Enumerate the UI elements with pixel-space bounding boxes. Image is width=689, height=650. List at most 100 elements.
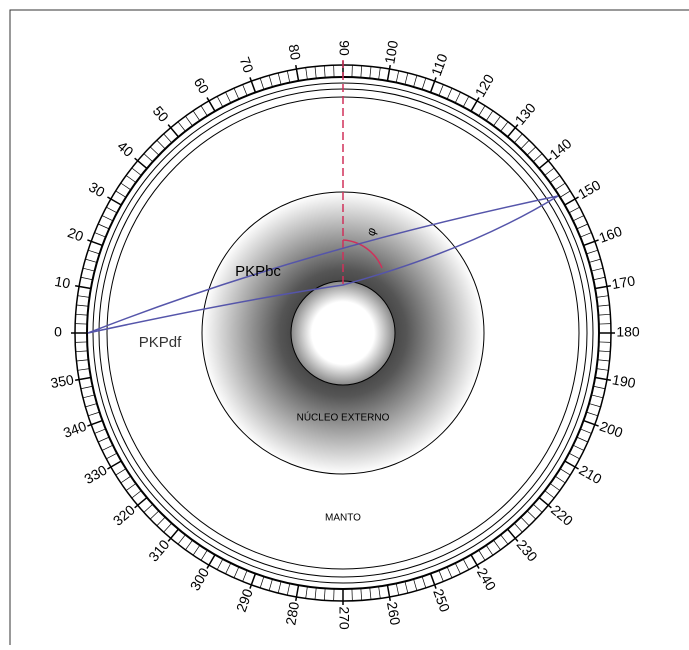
dial-tick [85, 259, 97, 262]
dial-tick [379, 587, 381, 599]
dial-label: 290 [233, 586, 256, 614]
dial-tick [201, 550, 207, 560]
dial-tick [88, 250, 99, 254]
dial-tick [486, 111, 493, 121]
dial-tick [550, 483, 560, 490]
dial-label: 120 [472, 71, 498, 99]
dial-tick [287, 71, 289, 83]
dial-tick [396, 583, 398, 595]
dial-tick [278, 581, 281, 593]
dial-tick [287, 583, 289, 595]
dial-tick [545, 168, 554, 175]
dial-label: 270 [336, 606, 352, 630]
dial-label: 330 [81, 462, 109, 488]
dial-tick [479, 550, 485, 560]
dial-tick [226, 92, 231, 103]
dial-tick [88, 412, 99, 416]
dial-tick [533, 504, 542, 512]
dial-label: 90 [336, 40, 352, 56]
dial-tick [121, 476, 131, 483]
dial-tick [439, 570, 443, 581]
dial-tick [463, 96, 469, 107]
dial-tick [550, 175, 560, 182]
dial-tick [527, 147, 536, 155]
page: {"dial_labels":[0,10,20,30,40,50,60,70,8… [0, 0, 689, 650]
dial-tick [81, 386, 93, 388]
dial-tick [379, 68, 381, 80]
dial-tick [589, 259, 601, 262]
dial-tick [598, 351, 610, 352]
dial-label: 130 [512, 100, 539, 128]
dial-tick [569, 453, 580, 459]
dial-tick [598, 305, 610, 306]
dial-tick [126, 175, 136, 182]
dial-tick [560, 469, 570, 475]
dial-tick [193, 545, 200, 555]
dial-tick [81, 277, 93, 279]
dial-label: 50 [150, 103, 172, 125]
dial-tick [580, 233, 591, 237]
dial-tick [501, 122, 508, 131]
dial-tick [157, 140, 165, 149]
dial-tick [439, 85, 443, 96]
dial-tick [593, 277, 605, 279]
dial-tick [164, 134, 172, 143]
dial-tick [569, 207, 580, 213]
dial-label: 180 [616, 324, 640, 340]
dial-tick [269, 75, 272, 87]
dial-tick [76, 360, 88, 361]
dial-tick [234, 88, 239, 99]
dial-tick [597, 296, 609, 298]
dial-tick [116, 469, 126, 475]
dial-tick [589, 404, 601, 407]
dial-label: 60 [191, 75, 213, 97]
dial-tick [116, 191, 126, 197]
dial-label: 110 [428, 51, 451, 78]
dial-tick [150, 147, 159, 155]
dial-label: 20 [66, 224, 86, 244]
dial-tick [422, 78, 426, 89]
dial-tick [361, 66, 362, 78]
dial-tick [76, 305, 88, 306]
dial-tick [185, 540, 192, 550]
region-label: MANTO [325, 513, 361, 524]
dial-tick [514, 523, 522, 532]
dial-tick [85, 404, 97, 407]
dial-tick [193, 111, 200, 121]
dial-tick [493, 116, 500, 126]
dial-tick [370, 588, 371, 600]
dial-tick [98, 437, 109, 442]
dial-tick [217, 96, 223, 107]
dial-tick [586, 412, 597, 416]
ray-label: PKPdf [139, 334, 182, 351]
dial-tick [83, 268, 95, 271]
dial-tick [95, 233, 106, 237]
dial-tick [455, 92, 460, 103]
dial-label: 220 [548, 502, 576, 529]
dial-tick [422, 576, 426, 587]
dial-tick [106, 453, 117, 459]
dial-tick [150, 511, 159, 519]
dial-label: 350 [49, 371, 75, 391]
dial-tick [296, 585, 299, 601]
dial-tick [78, 369, 90, 371]
dial-tick [396, 71, 398, 83]
dial-tick [83, 395, 95, 398]
dial-tick [217, 559, 223, 570]
dial-tick [78, 296, 90, 298]
dial-tick [545, 491, 554, 498]
dial-tick [315, 66, 316, 78]
dial-tick [296, 65, 299, 81]
dial-tick [178, 122, 185, 131]
dial-tick [595, 377, 611, 380]
dial-label: 150 [575, 177, 603, 203]
dial-label: 190 [611, 371, 637, 391]
dial-label: 0 [54, 324, 62, 340]
dial-tick [201, 106, 207, 116]
dial-label: 250 [430, 587, 453, 615]
dial-tick [405, 73, 408, 85]
dial-tick [306, 587, 308, 599]
dial-tick [370, 66, 371, 78]
dial-tick [132, 168, 141, 175]
dial-label: 30 [86, 179, 108, 201]
